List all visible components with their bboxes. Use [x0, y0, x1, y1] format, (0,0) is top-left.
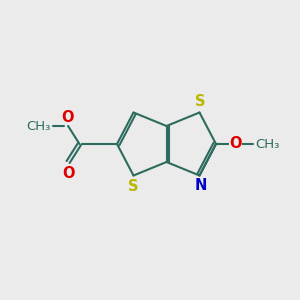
- Text: CH₃: CH₃: [255, 137, 279, 151]
- Text: S: S: [195, 94, 205, 109]
- Text: O: O: [229, 136, 242, 152]
- Text: O: O: [61, 110, 74, 124]
- Text: CH₃: CH₃: [27, 119, 51, 133]
- Text: O: O: [62, 166, 74, 181]
- Text: N: N: [195, 178, 207, 194]
- Text: S: S: [128, 179, 139, 194]
